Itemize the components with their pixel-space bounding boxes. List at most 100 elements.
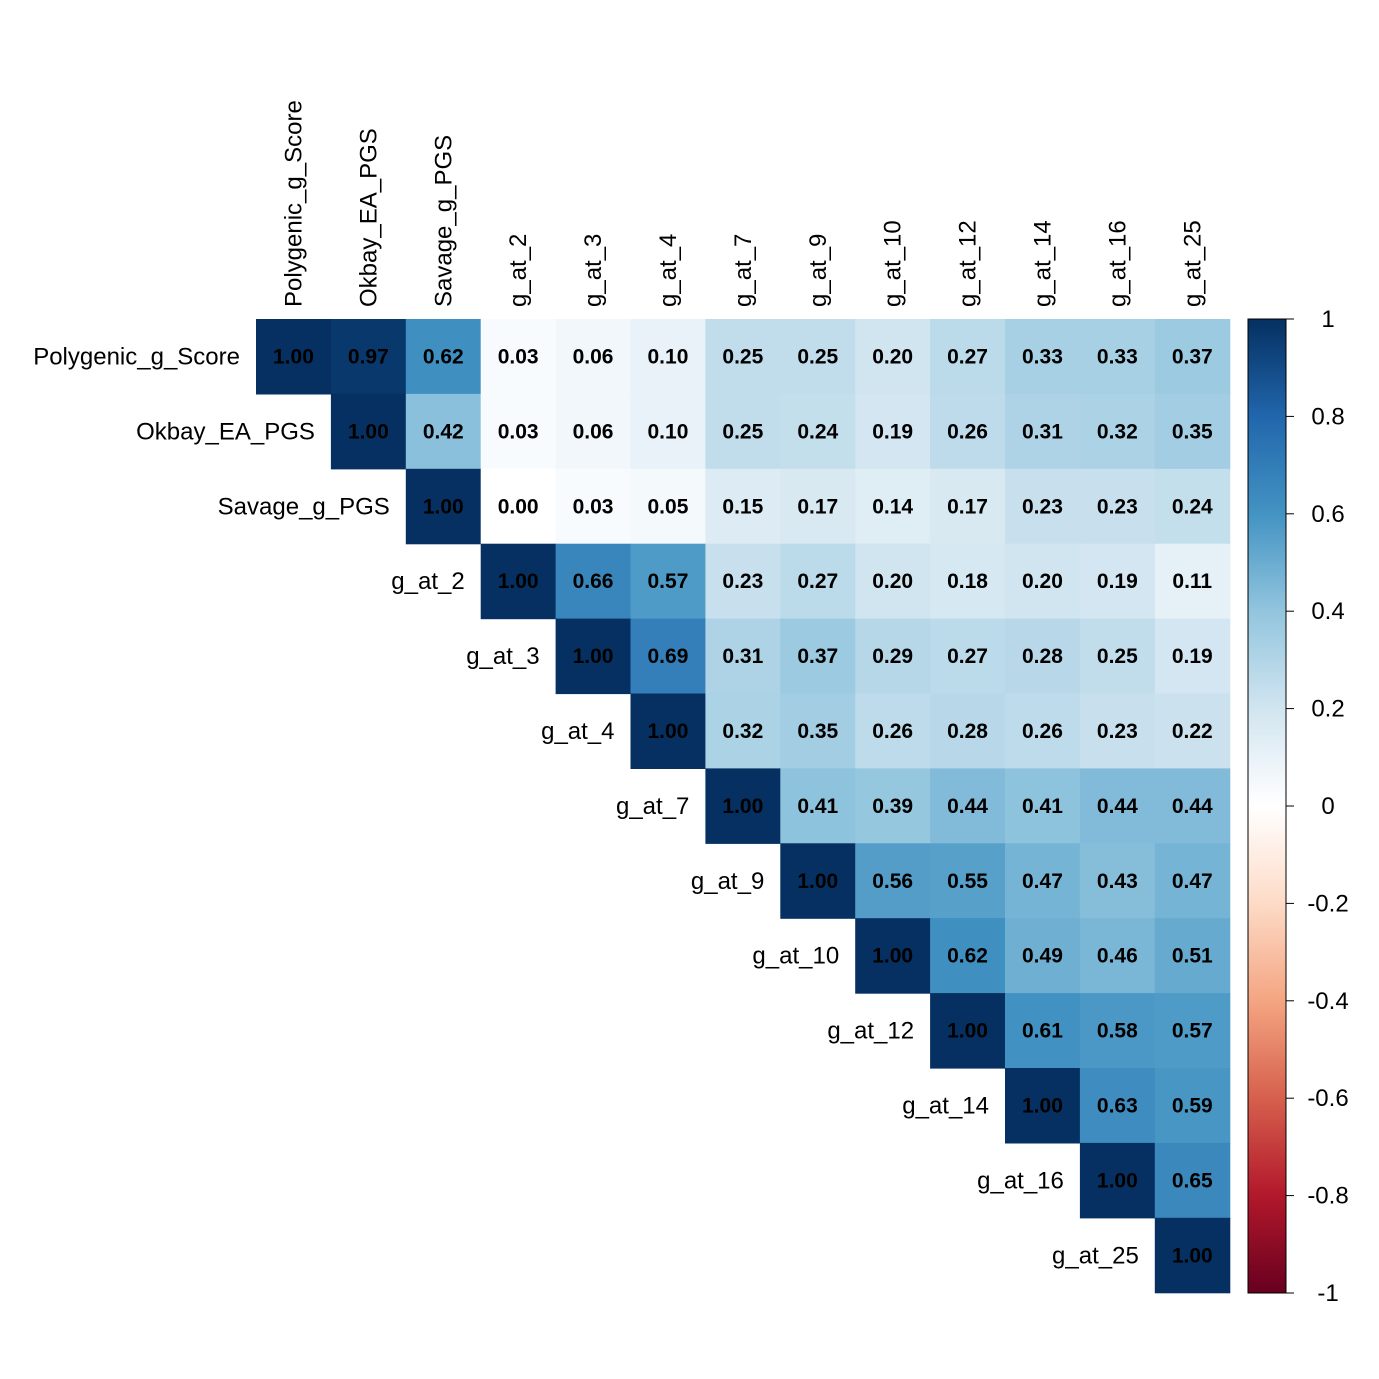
row-label: g_at_25 [1052, 1242, 1139, 1269]
cell-value-label: 1.00 [1172, 1244, 1213, 1267]
heatmap-cell [630, 618, 706, 695]
cell-value-label: 0.22 [1172, 720, 1213, 743]
heatmap-cell [555, 319, 632, 395]
cell-value-label: 0.65 [1172, 1169, 1213, 1192]
colorbar-tick-label: 0 [1321, 793, 1334, 820]
cell-value-label: 0.25 [722, 420, 763, 443]
heatmap-cell [1079, 468, 1156, 545]
heatmap-cell [705, 319, 781, 395]
heatmap-cell [855, 543, 931, 620]
cell-value-label: 0.44 [1097, 795, 1138, 818]
heatmap-cell [1005, 693, 1081, 769]
heatmap-cell [855, 693, 931, 769]
heatmap-cell [930, 993, 1006, 1069]
column-label: g_at_4 [655, 234, 682, 307]
heatmap-cell [780, 693, 856, 769]
colorbar-tick-label: -0.2 [1307, 890, 1348, 917]
heatmap-cell [855, 319, 931, 395]
heatmap-cell [1154, 468, 1231, 545]
heatmap-cell [855, 393, 931, 470]
heatmap-cell [705, 468, 781, 545]
heatmap-cell [705, 768, 781, 844]
row-label: g_at_10 [752, 943, 839, 970]
cell-value-label: 0.49 [1022, 945, 1063, 968]
cell-value-label: 0.35 [797, 720, 838, 743]
heatmap-cell [1154, 693, 1231, 769]
column-label: Savage_g_PGS [430, 135, 457, 307]
heatmap-cell [930, 843, 1006, 919]
cell-value-label: 0.62 [947, 945, 988, 968]
heatmap-cell [1079, 918, 1156, 994]
cell-value-label: 0.44 [947, 795, 988, 818]
row-label: g_at_9 [691, 868, 764, 895]
heatmap-cell [630, 393, 706, 470]
cell-value-label: 0.63 [1097, 1094, 1138, 1117]
cell-value-label: 0.19 [1097, 570, 1138, 593]
cell-value-label: 0.03 [573, 495, 614, 518]
heatmap-cell [405, 468, 482, 545]
row-label: g_at_3 [466, 643, 539, 670]
heatmap-cell [705, 693, 781, 769]
heatmap-cell [930, 768, 1006, 844]
heatmap-cell [1079, 693, 1156, 769]
heatmap-cell [1154, 319, 1231, 395]
cell-value-label: 0.46 [1097, 945, 1138, 968]
heatmap-cell [780, 393, 856, 470]
cell-value-label: 0.19 [1172, 645, 1213, 668]
row-label: g_at_14 [902, 1092, 989, 1119]
cell-value-label: 0.17 [797, 495, 838, 518]
colorbar-tick-label: 0.4 [1311, 598, 1344, 625]
cell-value-label: 0.69 [648, 645, 689, 668]
cell-value-label: 0.43 [1097, 870, 1138, 893]
heatmap-cell [330, 393, 407, 470]
cell-value-label: 0.61 [1022, 1020, 1063, 1043]
heatmap-cell [1154, 1068, 1231, 1144]
cell-value-label: 0.47 [1022, 870, 1063, 893]
heatmap-cell [930, 468, 1006, 545]
cell-value-label: 0.23 [1097, 495, 1138, 518]
heatmap-cell [780, 843, 856, 919]
heatmap-cell [1154, 918, 1231, 994]
cell-value-label: 0.62 [423, 345, 464, 368]
cell-value-label: 0.20 [872, 570, 913, 593]
cell-value-label: 0.24 [797, 420, 838, 443]
heatmap-cell [1005, 768, 1081, 844]
cell-value-label: 0.29 [872, 645, 913, 668]
heatmap-cell [1154, 543, 1231, 620]
column-label: g_at_25 [1179, 220, 1206, 307]
cell-value-label: 0.23 [1022, 495, 1063, 518]
heatmap-cell [256, 319, 332, 395]
heatmap-cell [855, 768, 931, 844]
cell-value-label: 0.33 [1097, 345, 1138, 368]
heatmap-cell [780, 768, 856, 844]
cell-value-label: 0.37 [797, 645, 838, 668]
cell-value-label: 0.15 [722, 495, 763, 518]
row-label: Savage_g_PGS [218, 493, 390, 520]
heatmap-cell [330, 319, 407, 395]
heatmap-cell [1079, 768, 1156, 844]
cell-value-label: 0.57 [1172, 1020, 1213, 1043]
cell-value-label: 0.28 [947, 720, 988, 743]
heatmap-cell [1154, 1142, 1231, 1219]
heatmap-cell [930, 319, 1006, 395]
cell-value-label: 0.24 [1172, 495, 1213, 518]
cell-value-label: 0.26 [947, 420, 988, 443]
colorbar-tick-label: 0.2 [1311, 696, 1344, 723]
cell-value-label: 0.35 [1172, 420, 1213, 443]
cell-value-label: 0.55 [947, 870, 988, 893]
cell-value-label: 0.06 [573, 420, 614, 443]
column-label: g_at_16 [1104, 220, 1131, 307]
heatmap-cell [1079, 319, 1156, 395]
heatmap-cell [930, 543, 1006, 620]
heatmap-cell [930, 693, 1006, 769]
cell-value-label: 0.32 [1097, 420, 1138, 443]
column-label: g_at_2 [505, 234, 532, 307]
heatmap-cells: 1.00 0.97 0.62 0.03 0.06 0.10 0.25 0.25 0.20 0.27… [256, 319, 1231, 1294]
cell-value-label: 0.41 [1022, 795, 1063, 818]
column-label: Polygenic_g_Score [280, 100, 307, 307]
cell-value-label: 0.06 [573, 345, 614, 368]
heatmap-cell [630, 468, 706, 545]
cell-value-label: 0.11 [1172, 570, 1212, 593]
column-label: g_at_7 [730, 234, 757, 307]
